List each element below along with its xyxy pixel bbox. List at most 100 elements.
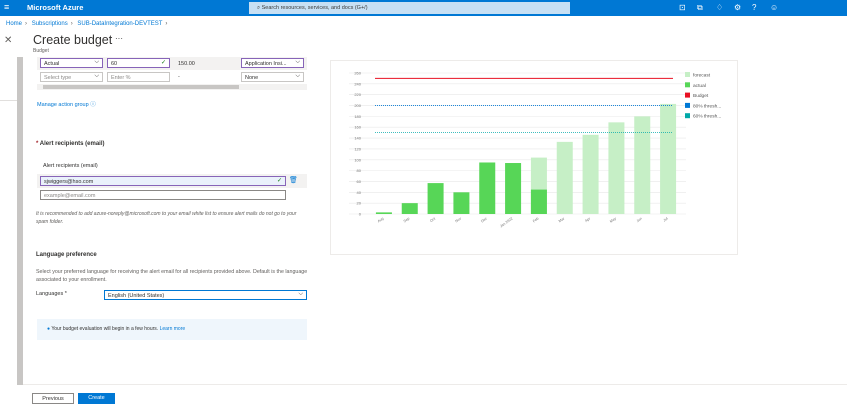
- legend-label: Budget: [693, 93, 709, 99]
- bar-forecast: [634, 116, 651, 214]
- input-value: 60: [111, 60, 118, 67]
- scrollbar-thumb[interactable]: [43, 85, 239, 89]
- hamburger-menu-icon[interactable]: ≡: [4, 2, 10, 12]
- bar-actual: [401, 203, 418, 214]
- y-tick-label: 260: [354, 71, 361, 76]
- select-value: None: [245, 74, 259, 81]
- brand-logo[interactable]: Microsoft Azure: [27, 3, 84, 12]
- bar-forecast: [556, 141, 573, 214]
- x-tick-label: Jun: [636, 217, 643, 224]
- close-icon[interactable]: ✕: [4, 35, 13, 46]
- page-title: Create budget: [33, 33, 113, 47]
- x-tick-label: Dec: [480, 216, 488, 223]
- breadcrumb-subscriptions[interactable]: Subscriptions: [31, 21, 68, 27]
- feedback-icon[interactable]: ☺: [770, 3, 779, 12]
- action-group-select[interactable]: Application Insi... ⌵: [241, 58, 304, 68]
- check-icon: ✓: [160, 60, 166, 66]
- y-tick-label: 0: [359, 212, 362, 217]
- y-tick-label: 100: [354, 157, 361, 162]
- select-value: English (United States): [108, 292, 165, 299]
- languages-select[interactable]: English (United States) ⌵: [104, 290, 307, 300]
- section-title-text: Alert recipients (email): [39, 141, 105, 147]
- bar-actual: [530, 189, 547, 214]
- select-placeholder: Select type: [44, 74, 72, 81]
- x-tick-label: Mar: [558, 216, 566, 223]
- y-tick-label: 40: [357, 190, 362, 195]
- vertical-scrollbar[interactable]: [17, 57, 23, 385]
- bar-forecast: [660, 103, 677, 214]
- directory-filter-icon[interactable]: ⧉: [697, 3, 703, 12]
- chevron-down-icon: ⌵: [94, 73, 99, 79]
- bar-actual: [375, 212, 392, 214]
- legend-label: 60% thresh...: [693, 114, 721, 120]
- delete-icon[interactable]: 🗑: [289, 177, 298, 184]
- y-tick-label: 200: [354, 103, 361, 108]
- alert-amount: 150.00: [178, 61, 195, 67]
- bar-actual: [453, 192, 470, 214]
- y-tick-label: 240: [354, 81, 361, 86]
- y-tick-label: 120: [354, 146, 361, 151]
- check-icon: ✓: [276, 178, 282, 184]
- x-tick-label: Jan 2022: [499, 217, 513, 229]
- x-tick-label: Apr: [584, 216, 592, 223]
- x-tick-label: Feb: [532, 217, 539, 224]
- info-banner: ● Your budget evaluation will begin in a…: [37, 319, 307, 340]
- select-value: Application Insi...: [245, 60, 287, 67]
- help-icon[interactable]: ?: [752, 3, 757, 12]
- legend-label: 80% thresh...: [693, 103, 721, 109]
- legend-swatch: [685, 92, 690, 98]
- link-label: Manage action group: [37, 102, 89, 108]
- footer-divider: [23, 384, 847, 385]
- divider: [0, 100, 17, 101]
- x-tick-label: May: [609, 216, 617, 223]
- language-description: Select your preferred language for recei…: [36, 269, 308, 283]
- cloud-shell-icon[interactable]: ⊡: [679, 3, 686, 12]
- input-placeholder: example@email.com: [44, 192, 96, 199]
- y-tick-label: 220: [354, 92, 361, 97]
- page-subtitle: Budget: [33, 48, 49, 54]
- percent-input[interactable]: Enter %: [107, 72, 170, 82]
- info-icon: ⓘ: [90, 102, 96, 108]
- email-input[interactable]: example@email.com: [40, 190, 286, 200]
- alert-type-select[interactable]: Actual ⌵: [40, 58, 103, 68]
- email-input[interactable]: sjwiggers@hso.com ✓: [40, 176, 286, 186]
- percent-input[interactable]: 60 ✓: [107, 58, 170, 68]
- alert-type-select[interactable]: Select type ⌵: [40, 72, 103, 82]
- legend-swatch: [685, 82, 690, 88]
- breadcrumb: Home › Subscriptions › SUB-DataIntegration…: [6, 21, 168, 27]
- search-input[interactable]: ⌕ Search resources, services, and docs (…: [249, 2, 570, 14]
- bar-actual: [427, 183, 444, 214]
- info-icon: ●: [47, 326, 51, 332]
- create-button[interactable]: Create: [78, 393, 115, 404]
- top-bar: ≡ Microsoft Azure ⌕ Search resources, se…: [0, 0, 847, 16]
- settings-icon[interactable]: ⚙: [734, 3, 742, 12]
- chevron-down-icon: ⌵: [298, 291, 303, 297]
- bar-actual: [505, 163, 522, 214]
- previous-button[interactable]: Previous: [32, 393, 74, 404]
- legend-label: actual: [693, 83, 706, 89]
- legend-swatch: [685, 113, 690, 119]
- select-value: Actual: [44, 60, 60, 67]
- legend-swatch: [685, 102, 690, 108]
- breadcrumb-home[interactable]: Home: [6, 21, 23, 27]
- more-options-button[interactable]: ···: [115, 34, 123, 43]
- languages-label: Languages *: [36, 291, 67, 297]
- y-tick-label: 60: [357, 179, 362, 184]
- section-title: * Alert recipients (email): [36, 141, 104, 147]
- chevron-down-icon: ⌵: [94, 59, 99, 65]
- alert-amount: -: [178, 74, 180, 80]
- input-placeholder: Enter %: [111, 74, 131, 81]
- language-title: Language preference: [36, 252, 97, 258]
- breadcrumb-subscription[interactable]: SUB-DataIntegration-DEVTEST: [77, 21, 163, 27]
- x-tick-label: Oct: [429, 217, 436, 223]
- learn-more-link[interactable]: Learn more: [159, 326, 186, 332]
- info-text: Your budget evaluation will begin in a f…: [51, 326, 159, 332]
- manage-action-group-link[interactable]: Manage action group ⓘ: [37, 100, 96, 108]
- y-tick-label: 20: [357, 201, 362, 206]
- action-group-select[interactable]: None ⌵: [241, 72, 304, 82]
- x-tick-label: Jul: [663, 216, 669, 222]
- column-label: Alert recipients (email): [43, 163, 98, 169]
- notifications-icon[interactable]: ♢: [716, 3, 724, 12]
- y-tick-label: 80: [357, 168, 362, 173]
- bar-forecast: [608, 122, 625, 214]
